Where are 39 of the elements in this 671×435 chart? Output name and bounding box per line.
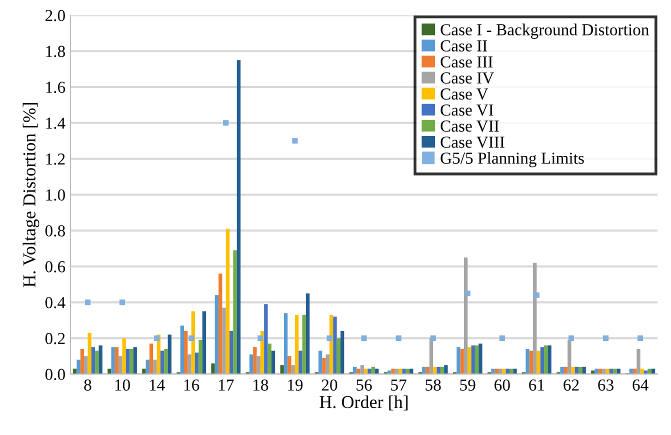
y-tick-label: 1.4 [46,118,66,129]
x-tick-label: 56 [356,379,372,391]
x-tick-label: 18 [254,379,268,391]
x-tick-label: 16 [184,379,200,391]
x-tick-label: 61 [529,379,544,391]
y-tick-label: 0.6 [45,261,66,272]
x-tick-label: 57 [391,380,406,391]
x-tick-label: 10 [115,379,130,391]
x-tick-label: 20 [322,379,338,391]
x-tick-label: 8 [84,379,92,391]
legend-label: Case V [440,88,488,100]
y-tick-label: 1.2 [46,154,65,165]
y-tick-label: 1.0 [46,189,65,201]
legend-label: Case IV [440,72,494,84]
legend-label: Case VII [440,120,499,132]
legend-label: Case II [440,40,488,52]
x-tick-label: 17 [219,380,234,391]
x-tick-label: 64 [632,379,648,391]
x-tick-label: 58 [426,379,441,391]
x-axis-title: H. Order [h] [320,395,408,410]
legend-label: G5/5 Planning Limits [440,152,584,168]
y-tick-label: 2.0 [45,10,65,22]
legend-label: Case VIII [440,136,504,148]
y-tick-label: 0.0 [45,368,65,380]
x-tick-label: 62 [564,379,579,391]
legend-label: Case I - Background Distortion [440,24,649,39]
y-tick-label: 0.4 [45,297,66,308]
x-tick-label: 19 [288,379,303,391]
y-axis-title: H. Voltage Distortion [%] [22,103,40,288]
legend-label: Case III [440,56,493,68]
x-tick-label: 59 [460,379,476,391]
y-tick-label: 0.8 [45,225,65,237]
legend-label: Case VI [440,104,494,116]
x-tick-label: 63 [598,379,614,391]
y-tick-label: 0.2 [45,332,65,344]
x-tick-label: 14 [150,380,165,391]
x-tick-label: 60 [494,379,510,391]
y-tick-label: 1.6 [46,82,66,94]
y-tick-label: 1.8 [46,46,65,58]
